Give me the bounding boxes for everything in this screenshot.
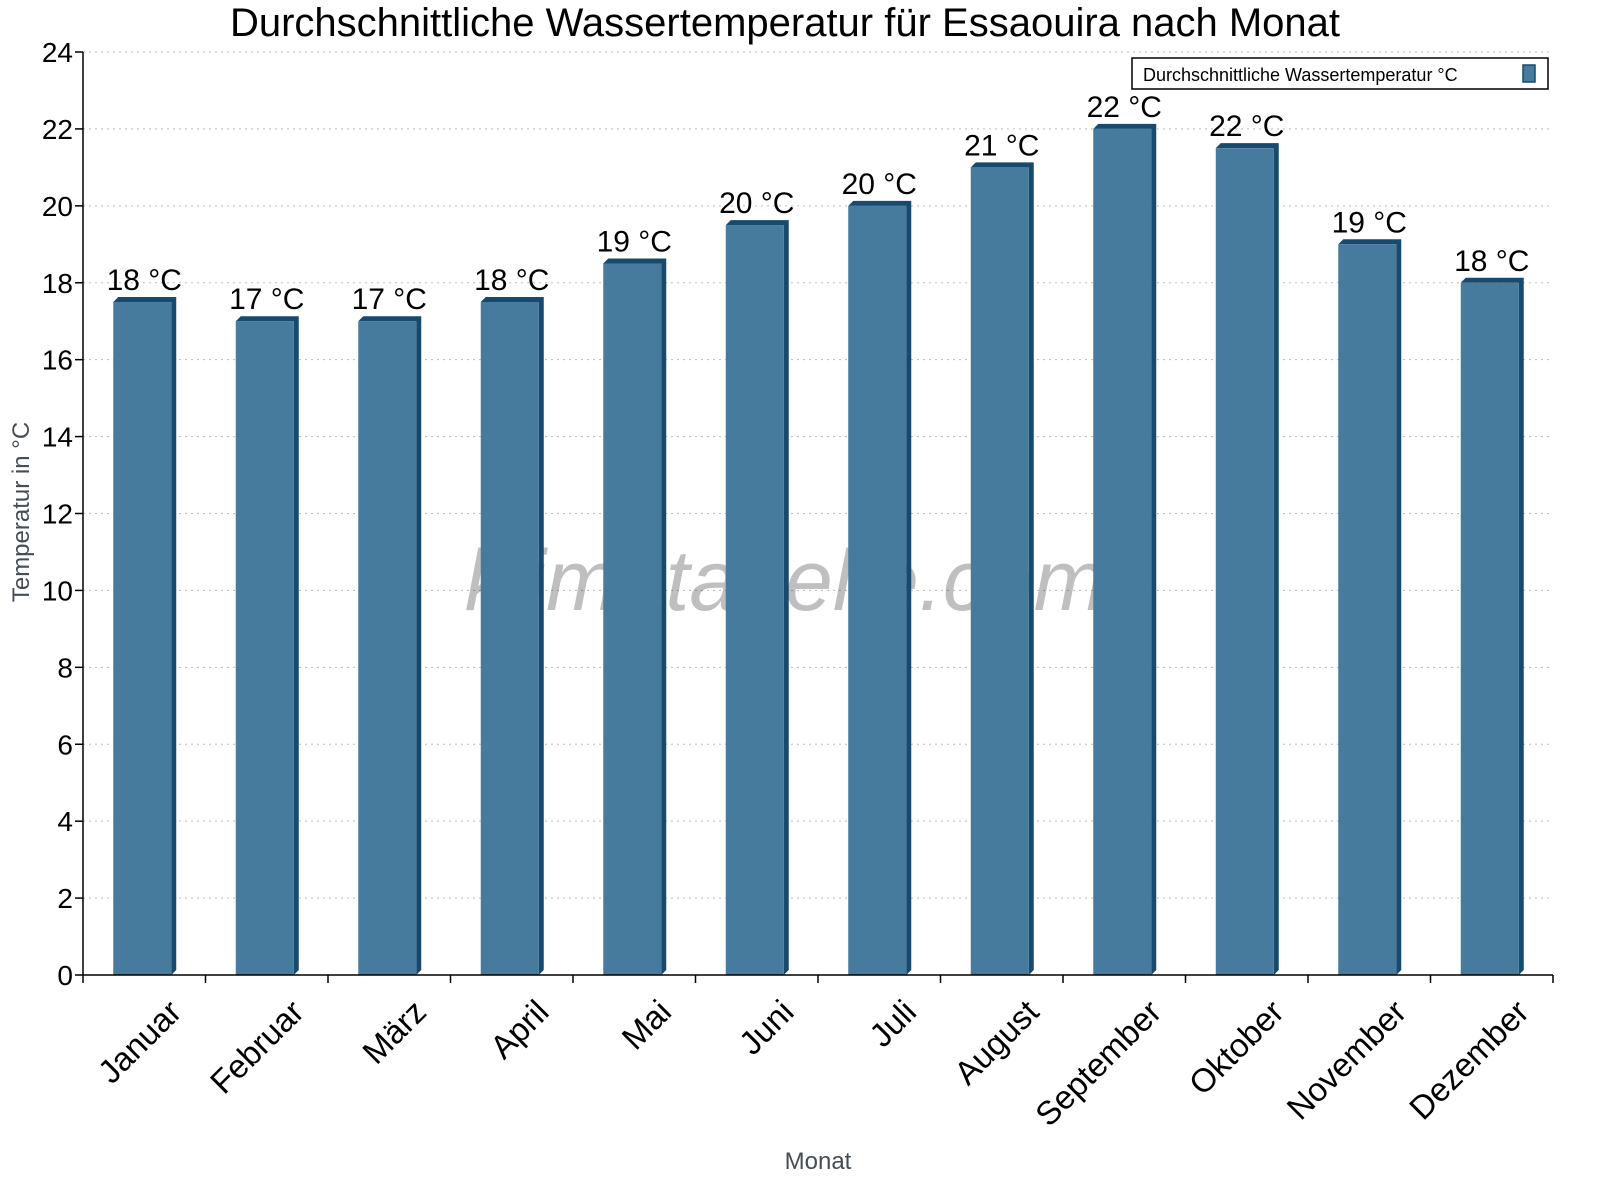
x-tick-label: Mai xyxy=(614,993,678,1057)
bar xyxy=(1338,244,1397,975)
x-tick-label: November xyxy=(1279,993,1413,1127)
bar-group: 18 °C xyxy=(107,264,182,976)
legend-swatch xyxy=(1522,64,1536,83)
data-label: 19 °C xyxy=(1332,206,1407,239)
bar xyxy=(358,321,417,975)
bar xyxy=(1093,128,1152,975)
data-label: 18 °C xyxy=(107,264,182,297)
y-tick-label: 4 xyxy=(57,806,73,837)
data-label: 17 °C xyxy=(229,283,304,316)
data-label: 22 °C xyxy=(1087,91,1162,124)
bar xyxy=(480,301,539,976)
y-tick-label: 24 xyxy=(42,37,73,68)
bar xyxy=(725,225,784,975)
data-label: 18 °C xyxy=(474,264,549,297)
bar-group: 18 °C xyxy=(1454,245,1529,975)
bar-group: 20 °C xyxy=(842,168,917,976)
y-tick-label: 14 xyxy=(42,422,73,453)
x-tick-label: März xyxy=(355,993,433,1071)
y-tick-label: 20 xyxy=(42,191,73,222)
y-tick-label: 16 xyxy=(42,345,73,376)
bar-group: 21 °C xyxy=(964,129,1039,975)
legend-label: Durchschnittliche Wassertemperatur °C xyxy=(1143,65,1458,85)
bar-group: 19 °C xyxy=(1332,206,1407,975)
chart-title: Durchschnittliche Wassertemperatur für E… xyxy=(230,1,1340,45)
data-label: 19 °C xyxy=(597,226,672,259)
x-tick-label: Juni xyxy=(732,993,801,1062)
data-label: 22 °C xyxy=(1209,110,1284,143)
x-tick-label: Februar xyxy=(203,993,311,1101)
bars: 18 °C 17 °C 17 °C 18 °C 19 °C 20 °C 20 °C 21 °C… xyxy=(107,91,1529,976)
bar xyxy=(1215,148,1274,976)
data-label: 21 °C xyxy=(964,129,1039,162)
x-tick-label: Oktober xyxy=(1181,993,1290,1102)
bar-group: 20 °C xyxy=(719,187,794,975)
bar-group: 17 °C xyxy=(352,283,427,975)
bar-group: 22 °C xyxy=(1209,110,1284,976)
legend: Durchschnittliche Wassertemperatur °C xyxy=(1131,57,1549,90)
y-tick-label: 0 xyxy=(57,960,73,991)
y-tick-label: 10 xyxy=(42,575,73,606)
y-tick-label: 18 xyxy=(42,268,73,299)
bar xyxy=(848,205,907,976)
y-tick-label: 2 xyxy=(57,883,73,914)
y-tick-label: 22 xyxy=(42,114,73,145)
y-tick-label: 12 xyxy=(42,499,73,530)
bar xyxy=(1460,282,1519,975)
y-tick-label: 6 xyxy=(57,729,73,760)
bar xyxy=(113,301,172,976)
y-tick-label: 8 xyxy=(57,652,73,683)
x-tick-label: Januar xyxy=(91,993,189,1091)
data-label: 17 °C xyxy=(352,283,427,316)
data-label: 18 °C xyxy=(1454,245,1529,278)
x-tick-label: September xyxy=(1028,993,1168,1133)
bar-group: 22 °C xyxy=(1087,91,1162,975)
x-tick-label: Juli xyxy=(862,993,923,1054)
y-axis-label: Temperatur in °C xyxy=(8,422,35,602)
bar-group: 17 °C xyxy=(229,283,304,975)
bar-group: 19 °C xyxy=(597,226,672,975)
bar xyxy=(603,263,662,975)
x-tick-label: Dezember xyxy=(1402,993,1536,1127)
x-tick-label: August xyxy=(947,993,1046,1092)
grid-lines xyxy=(83,51,1553,899)
data-label: 20 °C xyxy=(842,168,917,201)
bar xyxy=(970,167,1029,975)
bar xyxy=(235,321,294,975)
x-axis-label: Monat xyxy=(785,1148,852,1175)
data-label: 20 °C xyxy=(719,187,794,220)
x-tick-label: April xyxy=(483,993,556,1066)
bar-group: 18 °C xyxy=(474,264,549,976)
legend-box xyxy=(1131,57,1549,90)
